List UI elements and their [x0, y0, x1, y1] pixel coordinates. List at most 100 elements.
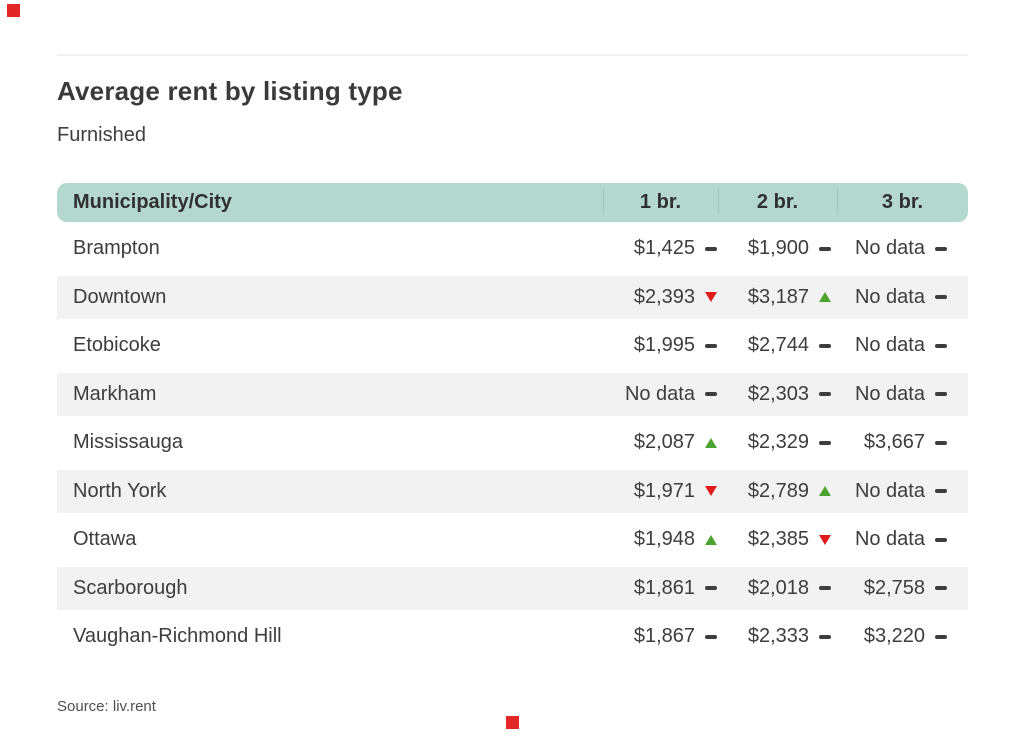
city-cell: Ottawa	[73, 528, 137, 551]
rent-value: No data	[854, 479, 925, 502]
trend-flat-icon	[934, 586, 947, 591]
rent-cell-br1: $1,861	[603, 577, 718, 600]
rent-cell-br3: No data	[837, 383, 968, 406]
page-title: Average rent by listing type	[57, 76, 403, 106]
brand-square-top-icon	[7, 4, 20, 17]
rent-value: $2,789	[747, 479, 809, 502]
rent-cell-br1: No data	[603, 383, 718, 406]
city-cell: Downtown	[73, 285, 167, 308]
rent-cell-br2: $2,789	[718, 480, 837, 503]
rent-cell-br1: $1,867	[603, 625, 718, 648]
city-cell: Vaughan-Richmond Hill	[73, 625, 282, 648]
rent-cell-br3: No data	[837, 334, 968, 357]
rent-cell-br3: No data	[837, 480, 968, 503]
rent-cell-br3: $3,220	[837, 625, 968, 648]
rent-cell-br2: $2,333	[718, 625, 837, 648]
rent-table: Municipality/City 1 br. 2 br. 3 br. Bram…	[57, 183, 968, 659]
trend-flat-icon	[934, 246, 947, 251]
source-note: Source: liv.rent	[57, 698, 156, 715]
trend-flat-icon	[934, 489, 947, 494]
rent-value: $2,385	[747, 528, 809, 551]
table-body: Brampton $1,425 $1,900 No data Downtown $2,39…	[57, 222, 968, 659]
rent-cell-br2: $2,018	[718, 577, 837, 600]
rent-cell-br3: No data	[837, 286, 968, 309]
rent-value: No data	[854, 237, 925, 260]
trend-flat-icon	[704, 392, 717, 397]
trend-up-icon	[818, 486, 831, 497]
column-header-2br: 2 br.	[718, 183, 837, 222]
rent-value: No data	[854, 528, 925, 551]
rent-value: $2,087	[633, 431, 695, 454]
rent-value: $1,971	[633, 479, 695, 502]
column-header-municipality: Municipality/City	[73, 191, 232, 213]
rent-cell-br2: $2,385	[718, 528, 837, 551]
page-subtitle: Furnished	[57, 124, 146, 146]
rent-value: $1,861	[633, 576, 695, 599]
column-header-1br: 1 br.	[603, 183, 718, 222]
rent-cell-br1: $1,948	[603, 528, 718, 551]
rent-value: $2,333	[747, 625, 809, 648]
city-cell: North York	[73, 479, 167, 502]
city-cell: Brampton	[73, 237, 160, 260]
trend-flat-icon	[934, 440, 947, 445]
rent-cell-br2: $1,900	[718, 237, 837, 260]
column-header-3br: 3 br.	[837, 183, 968, 222]
rent-value: $3,220	[863, 625, 925, 648]
rent-cell-br1: $2,393	[603, 286, 718, 309]
table-row: Ottawa $1,948 $2,385 No data	[57, 513, 968, 562]
rent-value: No data	[854, 382, 925, 405]
trend-up-icon	[818, 292, 831, 303]
rent-cell-br3: No data	[837, 528, 968, 551]
rent-value: $2,744	[747, 334, 809, 357]
rent-value: $2,758	[863, 576, 925, 599]
trend-flat-icon	[934, 634, 947, 639]
city-cell: Scarborough	[73, 576, 188, 599]
trend-flat-icon	[818, 634, 831, 639]
trend-flat-icon	[704, 246, 717, 251]
trend-up-icon	[704, 534, 717, 545]
top-divider	[57, 54, 968, 56]
table-row: Mississauga $2,087 $2,329 $3,667	[57, 416, 968, 465]
rent-value: $1,867	[633, 625, 695, 648]
rent-cell-br1: $2,087	[603, 431, 718, 454]
rent-value: $3,667	[863, 431, 925, 454]
trend-flat-icon	[818, 586, 831, 591]
rent-cell-br2: $2,744	[718, 334, 837, 357]
table-row: Etobicoke $1,995 $2,744 No data	[57, 319, 968, 368]
trend-up-icon	[704, 437, 717, 448]
rent-cell-br1: $1,425	[603, 237, 718, 260]
rent-value: $2,018	[747, 576, 809, 599]
trend-flat-icon	[818, 392, 831, 397]
rent-value: $1,900	[747, 237, 809, 260]
city-cell: Markham	[73, 382, 157, 405]
trend-down-icon	[704, 292, 717, 303]
rent-value: No data	[624, 382, 695, 405]
city-cell: Etobicoke	[73, 334, 161, 357]
rent-cell-br1: $1,971	[603, 480, 718, 503]
table-row: Scarborough $1,861 $2,018 $2,758	[57, 561, 968, 610]
trend-flat-icon	[818, 246, 831, 251]
rent-value: $1,948	[633, 528, 695, 551]
trend-flat-icon	[704, 586, 717, 591]
rent-value: $2,303	[747, 382, 809, 405]
brand-square-bottom-icon	[506, 716, 519, 729]
table-row: North York $1,971 $2,789 No data	[57, 464, 968, 513]
rent-cell-br1: $1,995	[603, 334, 718, 357]
trend-flat-icon	[934, 343, 947, 348]
rent-value: $3,187	[747, 285, 809, 308]
table-row: Downtown $2,393 $3,187 No data	[57, 270, 968, 319]
trend-flat-icon	[704, 634, 717, 639]
rent-value: $1,425	[633, 237, 695, 260]
table-row: Markham No data $2,303 No data	[57, 367, 968, 416]
rent-cell-br2: $3,187	[718, 286, 837, 309]
rent-value: $2,393	[633, 285, 695, 308]
rent-cell-br3: $2,758	[837, 577, 968, 600]
trend-flat-icon	[934, 295, 947, 300]
rent-value: $1,995	[633, 334, 695, 357]
rent-cell-br3: $3,667	[837, 431, 968, 454]
rent-value: $2,329	[747, 431, 809, 454]
trend-down-icon	[818, 534, 831, 545]
table-header-row: Municipality/City 1 br. 2 br. 3 br.	[57, 183, 968, 222]
rent-cell-br3: No data	[837, 237, 968, 260]
trend-flat-icon	[818, 343, 831, 348]
